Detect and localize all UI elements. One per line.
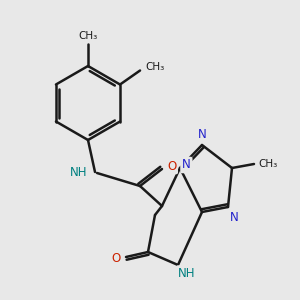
Text: N: N	[230, 211, 239, 224]
Text: CH₃: CH₃	[258, 159, 277, 169]
Text: O: O	[112, 253, 121, 266]
Text: CH₃: CH₃	[78, 31, 98, 41]
Text: NH: NH	[70, 167, 87, 179]
Text: O: O	[167, 160, 176, 172]
Text: NH: NH	[178, 267, 196, 280]
Text: N: N	[182, 158, 191, 172]
Text: N: N	[198, 128, 206, 141]
Text: CH₃: CH₃	[145, 61, 164, 71]
